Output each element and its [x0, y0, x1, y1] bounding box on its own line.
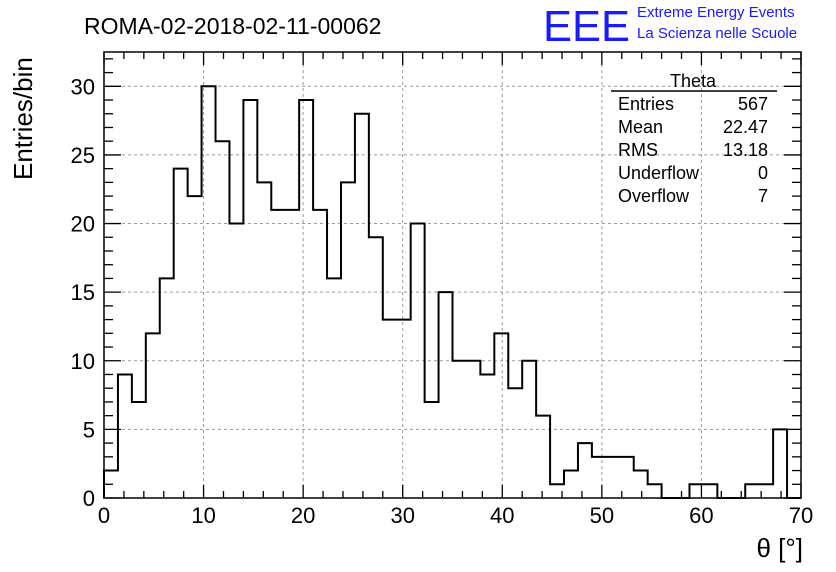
stats-row-value: 22.47: [723, 117, 768, 137]
grid-lines: [103, 52, 802, 499]
eee-logo-line1: Extreme Energy Events: [637, 4, 795, 21]
stats-row-label: Mean: [618, 117, 663, 137]
x-tick-label: 50: [590, 503, 614, 528]
stats-row-label: Overflow: [618, 186, 690, 206]
x-tick-label: 10: [191, 503, 215, 528]
x-tick-label: 60: [689, 503, 713, 528]
y-axis-label: Entries/bin: [8, 57, 38, 180]
y-tick-label: 0: [83, 486, 95, 511]
x-tick-label: 30: [390, 503, 414, 528]
run-title: ROMA-02-2018-02-11-00062: [84, 13, 381, 39]
x-tick-label: 0: [98, 503, 110, 528]
y-tick-labels: 0 5 10 15 20 25 30: [71, 74, 95, 511]
axis-ticks: [103, 52, 802, 499]
stats-row-value: 0: [758, 163, 768, 183]
stats-row-value: 7: [758, 186, 768, 206]
y-tick-label: 15: [71, 280, 95, 305]
stats-box-title: Theta: [670, 71, 717, 91]
eee-logo-line2: La Scienza nelle Scuole: [637, 25, 797, 42]
stats-row-value: 567: [738, 94, 768, 114]
x-tick-label: 20: [291, 503, 315, 528]
plot-frame: [103, 51, 802, 499]
y-tick-label: 25: [71, 143, 95, 168]
stats-row-value: 13.18: [723, 140, 768, 160]
eee-logo: EEE Extreme Energy Events La Scienza nel…: [543, 2, 797, 51]
x-tick-label: 40: [490, 503, 514, 528]
stats-row-label: Underflow: [618, 163, 700, 183]
y-tick-label: 5: [83, 417, 95, 442]
x-axis-label: θ [°]: [756, 533, 803, 563]
x-tick-label: 70: [789, 503, 813, 528]
y-tick-label: 20: [71, 212, 95, 237]
stats-row-label: Entries: [618, 94, 674, 114]
eee-logo-mark: EEE: [543, 2, 630, 51]
y-tick-label: 10: [71, 349, 95, 374]
y-tick-label: 30: [71, 74, 95, 99]
stats-box: Theta Entries 567 Mean 22.47 RMS 13.18 Underfl…: [611, 71, 777, 206]
stats-row-label: RMS: [618, 140, 658, 160]
x-tick-labels: 0 10 20 30 40 50 60 70: [98, 503, 813, 528]
